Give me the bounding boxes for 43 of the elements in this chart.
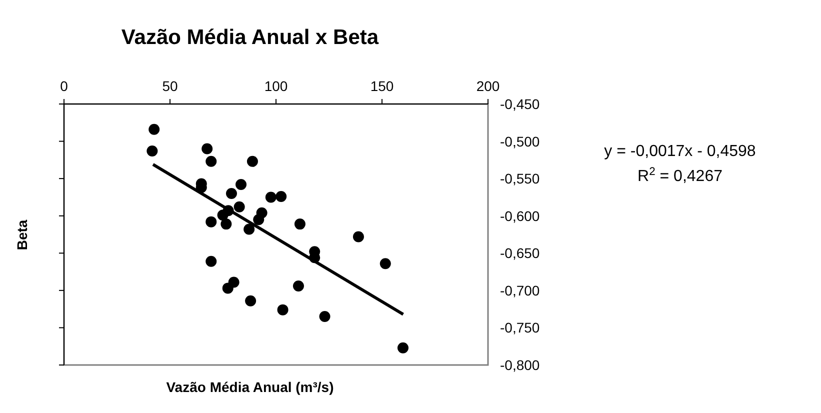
- x-tick-label: 200: [476, 78, 500, 94]
- y-tick-label: -0,750: [500, 320, 540, 336]
- y-axis-title: Beta: [14, 220, 30, 250]
- y-tick-label: -0,600: [500, 208, 540, 224]
- point: [380, 258, 391, 270]
- x-tick-label: 100: [264, 78, 288, 94]
- x-tick-label: 150: [370, 78, 394, 94]
- point: [245, 295, 256, 306]
- point: [246, 156, 258, 167]
- point: [226, 188, 237, 199]
- y-tick-label: -0,500: [500, 133, 540, 150]
- point: [222, 282, 234, 294]
- text: y = -0,0017x - 0,4598: [604, 143, 756, 160]
- chart-title: Vazão Média Anual x Beta: [121, 26, 379, 49]
- point: [292, 280, 304, 292]
- point: [265, 192, 276, 203]
- y-tick-label: -0,450: [500, 96, 540, 112]
- point: [319, 311, 330, 322]
- y-tick-label: -0,650: [500, 245, 540, 262]
- x-axis-title: Vazão Média Anual (m³/s): [166, 379, 334, 395]
- point: [217, 210, 228, 221]
- point: [146, 145, 158, 156]
- point: [276, 190, 287, 202]
- point: [220, 218, 232, 230]
- point: [148, 124, 160, 135]
- y-tick-label: -0,550: [500, 170, 540, 187]
- x-tick-label: 50: [162, 78, 178, 94]
- point: [253, 214, 264, 226]
- y-tick-label: -0,700: [500, 282, 540, 298]
- point: [397, 342, 408, 354]
- point: [244, 224, 255, 235]
- point: [202, 143, 213, 154]
- point: [352, 231, 364, 242]
- point: [206, 216, 217, 228]
- point: [234, 201, 245, 212]
- point: [294, 218, 306, 230]
- point: [236, 179, 247, 190]
- point: [206, 156, 217, 167]
- point: [206, 256, 217, 267]
- y-tick-label: -0,800: [500, 357, 540, 373]
- x-tick-label: 0: [60, 78, 68, 94]
- point: [277, 304, 288, 316]
- text: R$^{2}$ = 0,4267: [638, 166, 723, 185]
